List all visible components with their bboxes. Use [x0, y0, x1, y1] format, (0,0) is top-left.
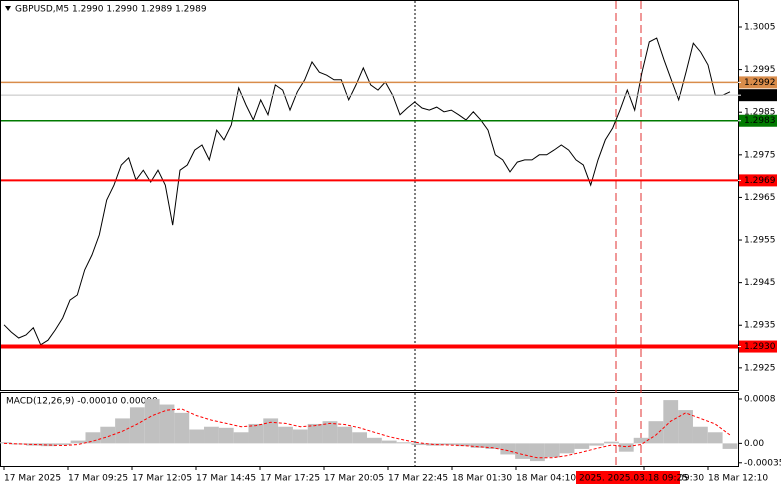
x-tick-label: 17 Mar 2025 — [4, 474, 61, 484]
macd-bar — [604, 441, 619, 444]
macd-bar — [100, 426, 116, 444]
macd-bar — [544, 443, 560, 458]
macd-bar — [233, 432, 249, 444]
x-tick-label: 17 Mar 22:45 — [388, 474, 448, 484]
macd-bar — [396, 442, 412, 444]
price-line — [3, 37, 731, 346]
macd-bar — [678, 410, 693, 444]
level-label-bg — [739, 114, 777, 127]
x-tick-label: 18 Mar 01:30 — [452, 474, 512, 484]
macd-bar — [278, 426, 293, 444]
macd-bar — [648, 421, 664, 444]
macd-title: MACD(12,26,9) -0.00010 0.00000 — [6, 397, 158, 407]
y-tick-label: 1.2995 — [744, 65, 776, 75]
macd-bar — [218, 427, 234, 444]
last-price-label-bg — [739, 89, 777, 102]
macd-bar — [411, 443, 427, 446]
level-label: 1.2983 — [744, 116, 776, 126]
macd-bar — [515, 443, 530, 459]
macd-bar — [574, 443, 590, 449]
level-label-bg — [739, 76, 777, 89]
macd-bar — [129, 407, 145, 444]
macd-bar — [322, 421, 338, 444]
y-tick-label: -0.00035 — [744, 458, 781, 468]
macd-bar — [248, 423, 264, 444]
macd-bar — [455, 443, 471, 447]
x-tick-label: 17 Mar 14:45 — [196, 474, 256, 484]
level-label: 1.2969 — [744, 176, 776, 186]
chart-title: GBPUSD,M5 1.2990 1.2990 1.2989 1.2989 — [15, 5, 207, 15]
macd-bar — [174, 412, 190, 444]
macd-bar — [692, 426, 708, 444]
y-tick-label: 1.2945 — [744, 278, 776, 288]
macd-bar — [559, 443, 575, 454]
y-tick-label: 0.00 — [744, 439, 764, 449]
macd-bar — [485, 443, 501, 449]
highlight-label-bg — [576, 471, 680, 484]
macd-bar — [707, 432, 723, 444]
last-price-label: 1.2989 — [744, 91, 776, 101]
macd-bar — [307, 423, 323, 444]
level-label: 1.2930 — [744, 342, 776, 352]
macd-bar — [85, 432, 101, 444]
x-tick-label: 17 Mar 20:05 — [324, 474, 384, 484]
x-tick-label: 17 Mar 17:25 — [260, 474, 320, 484]
macd-bar — [204, 426, 219, 444]
macd-bar — [367, 437, 382, 444]
macd-bar — [11, 443, 27, 445]
macd-bar — [352, 432, 367, 444]
macd-bar — [500, 443, 516, 455]
macd-bar — [337, 426, 353, 444]
macd-bar — [263, 418, 279, 444]
macd-bar — [26, 443, 42, 446]
macd-bar — [529, 443, 545, 462]
highlight-label: 2025. 2025.03.18 09:25 — [579, 474, 688, 484]
signal-line — [3, 408, 731, 459]
macd-bar — [41, 443, 56, 447]
y-tick-label: 1.2965 — [744, 193, 776, 203]
macd-bar — [618, 443, 634, 452]
level-label: 1.2992 — [744, 78, 776, 88]
y-tick-label: 1.2935 — [744, 321, 776, 331]
price-frame — [0, 0, 739, 391]
y-tick-label: 1.2925 — [744, 363, 776, 373]
y-tick-label: 1.2975 — [744, 150, 776, 160]
level-label-bg — [739, 174, 777, 187]
macd-bar — [722, 443, 738, 449]
macd-bar — [144, 398, 160, 444]
macd-bar — [189, 429, 205, 444]
x-tick-label: 18 Mar 12:10 — [708, 474, 768, 484]
macd-bar — [441, 443, 456, 446]
menu-arrow — [5, 6, 11, 11]
y-tick-label: 0.0008 — [744, 394, 776, 404]
macd-bar — [470, 443, 486, 448]
y-tick-label: 1.2985 — [744, 108, 776, 118]
macd-bar — [589, 443, 605, 446]
x-tick-label: 17 Mar 09:25 — [68, 474, 128, 484]
macd-bar — [292, 429, 308, 444]
y-tick-label: 1.2955 — [744, 236, 776, 246]
level-label-bg — [739, 340, 777, 353]
macd-bar — [70, 440, 86, 444]
macd-frame — [0, 392, 739, 467]
x-tick-label: 17 Mar 12:05 — [132, 474, 192, 484]
macd-bar — [381, 440, 397, 444]
macd-bar — [159, 404, 175, 444]
macd-bar — [633, 437, 649, 444]
macd-bar — [55, 443, 71, 446]
macd-bar — [0, 442, 12, 444]
y-tick-label: 1.3005 — [744, 23, 776, 33]
x-tick-label: 18 Mar 04:10 — [516, 474, 576, 484]
